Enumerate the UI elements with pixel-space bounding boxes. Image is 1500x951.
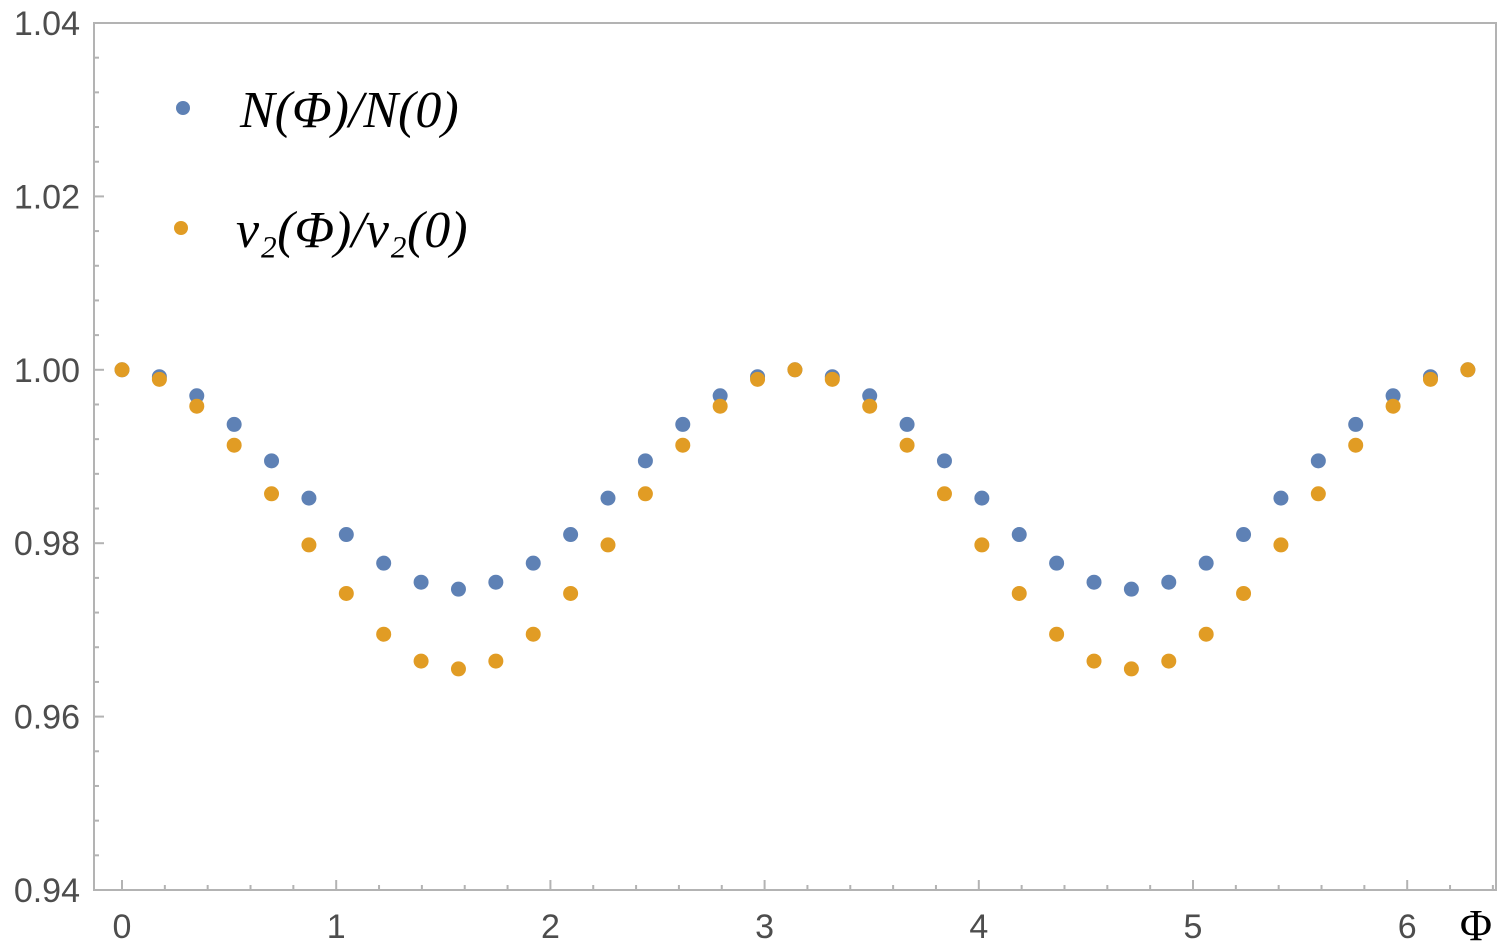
x-tick-label: 1 [327, 908, 346, 946]
legend: N(Φ)/N(0) v₂(Φ)/v₂(0) [174, 82, 468, 259]
data-point-series-1 [936, 453, 952, 469]
data-point-series-2 [675, 437, 691, 453]
data-point-series-2 [637, 486, 653, 502]
axis-ticks [94, 22, 1494, 891]
data-point-series-2 [1310, 486, 1326, 502]
data-point-series-2 [376, 626, 392, 642]
data-point-series-2 [936, 486, 952, 502]
y-tick-label: 1.04 [14, 5, 80, 43]
data-point-series-1 [1236, 527, 1252, 543]
data-point-series-2 [151, 371, 167, 387]
data-point-series-2 [1086, 653, 1102, 669]
data-point-series-2 [787, 362, 803, 378]
data-point-series-1 [189, 388, 205, 404]
data-point-series-1 [1198, 555, 1214, 571]
data-point-series-2 [338, 585, 354, 601]
x-tick-label: 4 [969, 908, 988, 946]
y-axis-tick-labels: 0.94 0.96 0.98 1.00 1.02 1.04 [14, 5, 80, 910]
data-point-series-1 [974, 490, 990, 506]
data-point-series-1 [1086, 574, 1102, 590]
x-tick-label: 3 [755, 908, 774, 946]
legend-label-series-1: N(Φ)/N(0) [239, 82, 459, 139]
data-point-series-2 [1348, 437, 1364, 453]
data-point-series-1 [1161, 574, 1177, 590]
data-point-series-2 [1273, 537, 1289, 553]
data-point-series-1 [376, 555, 392, 571]
data-point-series-1 [413, 574, 429, 590]
x-tick-label: 6 [1398, 908, 1417, 946]
data-point-series-1 [264, 453, 280, 469]
y-tick-label: 0.96 [14, 699, 80, 737]
data-point-series-2 [1198, 626, 1214, 642]
y-tick-label: 1.02 [14, 178, 80, 216]
data-point-series-2 [750, 371, 766, 387]
x-tick-label: 0 [113, 908, 132, 946]
data-point-series-2 [600, 537, 616, 553]
data-point-series-2 [1123, 661, 1139, 677]
data-point-series-2 [301, 537, 317, 553]
data-point-series-2 [1385, 398, 1401, 414]
data-point-series-1 [1011, 527, 1027, 543]
data-point-series-2 [862, 398, 878, 414]
data-point-series-2 [450, 661, 466, 677]
data-point-series-1 [1385, 388, 1401, 404]
data-point-series-2 [114, 362, 130, 378]
data-point-series-1 [600, 490, 616, 506]
data-point-series-2 [1011, 585, 1027, 601]
legend-label-series-2: v₂(Φ)/v₂(0) [236, 202, 468, 259]
data-point-series-1 [1310, 453, 1326, 469]
legend-marker-series-1 [176, 101, 190, 115]
data-point-series-1 [1049, 555, 1065, 571]
data-point-series-2 [974, 537, 990, 553]
x-tick-label: 5 [1184, 908, 1203, 946]
data-point-series-2 [264, 486, 280, 502]
data-point-series-2 [1422, 371, 1438, 387]
y-tick-label: 1.00 [14, 352, 80, 390]
data-point-series-2 [824, 371, 840, 387]
data-point-series-2 [1049, 626, 1065, 642]
data-point-series-2 [1236, 585, 1252, 601]
data-point-series-1 [637, 453, 653, 469]
data-point-series-1 [1348, 416, 1364, 432]
data-point-series-1 [862, 388, 878, 404]
y-tick-label: 0.94 [14, 872, 80, 910]
x-axis-tick-labels: 0 1 2 3 4 5 6 [113, 908, 1417, 946]
data-point-series-1 [1273, 490, 1289, 506]
data-point-series-2 [525, 626, 541, 642]
x-axis-label: Φ [1460, 901, 1492, 950]
data-point-series-2 [226, 437, 242, 453]
data-point-series-1 [563, 527, 579, 543]
data-point-series-1 [226, 416, 242, 432]
data-points [114, 362, 1476, 677]
data-point-series-1 [899, 416, 915, 432]
data-point-series-2 [1161, 653, 1177, 669]
data-point-series-1 [488, 574, 504, 590]
y-tick-label: 0.98 [14, 525, 80, 563]
data-point-series-1 [338, 527, 354, 543]
plot-frame [93, 22, 1497, 891]
legend-marker-series-2 [174, 221, 188, 235]
data-point-series-2 [413, 653, 429, 669]
data-point-series-1 [301, 490, 317, 506]
data-point-series-1 [675, 416, 691, 432]
data-point-series-2 [563, 585, 579, 601]
x-tick-label: 2 [541, 908, 560, 946]
data-point-series-2 [1460, 362, 1476, 378]
data-point-series-2 [712, 398, 728, 414]
data-point-series-1 [1123, 581, 1139, 597]
data-point-series-2 [899, 437, 915, 453]
data-point-series-2 [189, 398, 205, 414]
data-point-series-1 [525, 555, 541, 571]
data-point-series-1 [712, 388, 728, 404]
data-point-series-1 [450, 581, 466, 597]
data-point-series-2 [488, 653, 504, 669]
